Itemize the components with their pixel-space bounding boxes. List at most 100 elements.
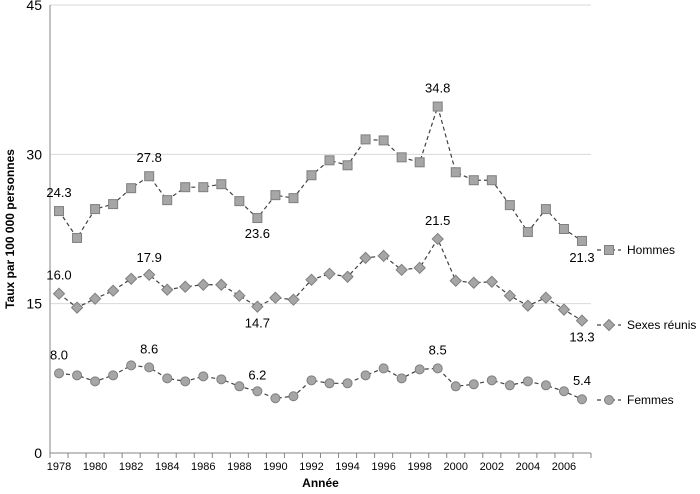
data-label: 5.4 [573,373,591,388]
diamond-marker [124,272,138,285]
data-label: 21.3 [569,250,594,265]
circle-marker [414,364,425,375]
x-tick-label: 1984 [155,461,179,473]
square-marker [126,183,137,194]
circle-marker [252,386,263,397]
gridlines [50,4,591,305]
circle-marker [576,394,587,405]
circle-marker [342,378,353,389]
square-marker [558,224,569,234]
series-layer [52,101,589,405]
square-marker [378,135,389,146]
circle-marker [468,379,479,390]
square-marker [576,235,587,246]
diamond-marker [197,278,210,291]
circle-marker [306,375,317,386]
diamond-marker [413,261,426,275]
diamond-marker [251,300,264,313]
circle-marker [324,378,335,389]
square-marker [342,160,353,171]
x-tick-labels: 1978 1980 1982 1984 1986 1988 1990 1992 1994 1996… [47,461,576,473]
diamond-marker [52,287,66,300]
circle-marker [108,370,119,381]
circle-marker [270,393,281,404]
square-marker [234,196,245,207]
diamond-marker [179,280,192,293]
legend-label: Sexes réunis [627,318,696,332]
square-marker [504,200,515,211]
x-tick-label: 1982 [119,461,143,473]
circle-marker [396,373,407,384]
circle-marker [432,363,443,374]
axes [49,5,592,458]
circle-marker [162,373,173,384]
data-label: 16.0 [46,268,71,283]
diamond-marker [305,273,318,286]
data-label: 14.7 [245,316,270,331]
circle-marker [486,375,497,386]
legend: Hommes Sexes réunis Femmes [597,243,696,407]
circle-marker [604,395,614,405]
series-line [58,104,583,242]
legend-entry: Femmes [597,393,674,407]
diamond-marker [287,293,300,306]
circle-marker [234,381,245,392]
square-marker [252,213,263,224]
x-tick-label: 1996 [371,461,395,473]
circle-marker [450,381,461,392]
circle-marker [558,386,569,397]
y-tick-label: 0 [34,445,42,461]
data-label: 24.3 [46,185,71,200]
series-hommes [54,101,587,246]
diamond-marker [359,251,372,265]
square-marker [54,206,65,217]
y-tick-label: 30 [26,146,42,162]
data-label: 13.3 [569,330,594,345]
square-marker [72,232,83,243]
square-marker [306,170,317,181]
square-marker [522,226,533,237]
series-femmes [54,360,587,405]
diamond-marker [341,270,354,283]
diamond-marker [215,278,228,291]
data-label: 34.8 [425,81,450,96]
square-marker [604,245,614,255]
square-marker [396,152,407,163]
x-tick-label: 1986 [191,461,215,473]
square-marker [144,171,155,182]
x-tick-label: 1994 [335,461,359,473]
legend-label: Hommes [627,243,675,257]
circle-marker [288,391,299,402]
legend-entry: Sexes réunis [597,318,696,332]
data-label: 6.2 [248,367,266,382]
square-marker [198,182,209,193]
data-label: 23.6 [245,226,270,241]
series-sexes-réunis [52,232,589,327]
series-line [58,364,583,400]
diamond-marker [575,314,589,327]
diamond-marker [449,274,462,287]
x-tick-label: 1978 [47,461,71,473]
diamond-marker [161,283,174,296]
square-marker [108,199,119,210]
x-tick-label: 2000 [444,461,468,473]
diamond-marker [503,289,517,302]
diamond-marker [485,275,499,288]
circle-marker [378,363,389,374]
data-label: 8.6 [140,341,158,356]
square-marker [414,157,425,168]
diamond-marker [323,267,336,281]
y-tick-labels: 0 15 30 45 [26,0,42,461]
circle-marker [180,376,191,387]
diamond-marker [521,299,535,312]
diamond-marker [142,268,156,282]
y-tick-label: 15 [26,296,42,312]
diamond-marker [395,263,408,277]
square-marker [450,167,461,178]
square-marker [486,175,497,186]
diamond-marker [539,291,553,304]
circle-marker [72,370,83,381]
circle-marker [540,380,551,391]
x-tick-label: 2006 [552,461,576,473]
